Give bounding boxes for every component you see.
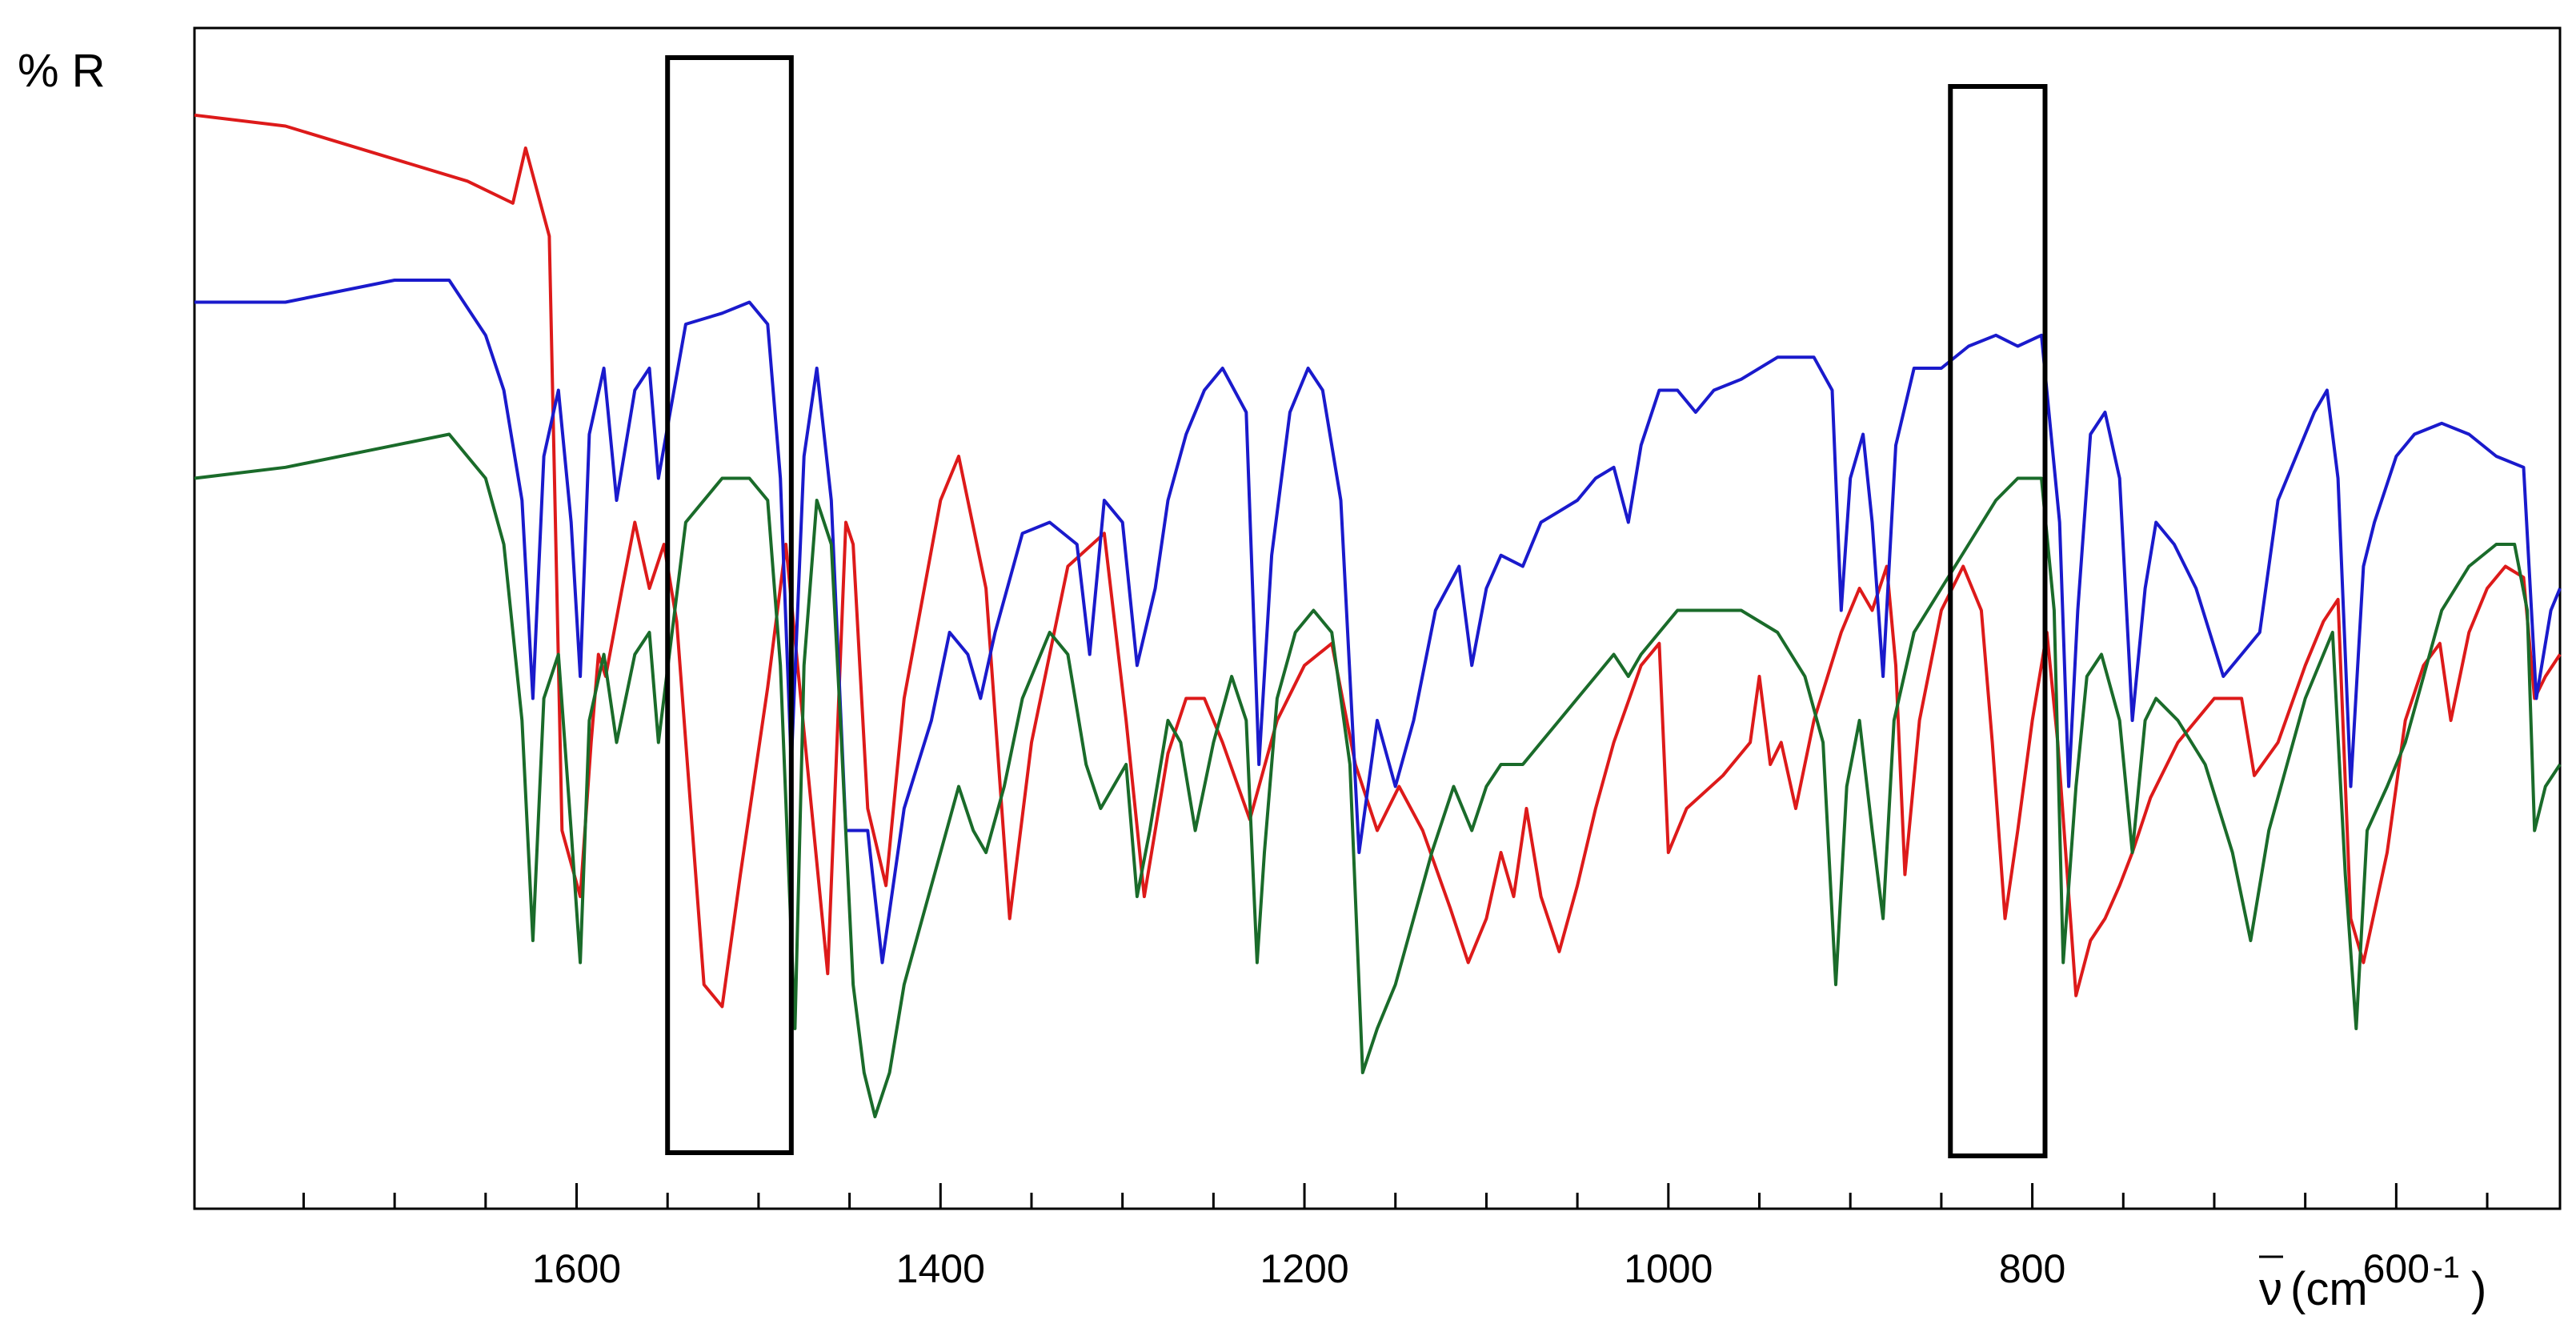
highlight-box-2 bbox=[1948, 84, 2048, 1158]
x-axis-unit-open: (cm bbox=[2290, 1263, 2368, 1315]
x-tick-label: 600 bbox=[2363, 1246, 2430, 1291]
x-axis-symbol: ν bbox=[2259, 1263, 2282, 1315]
highlight-boxes bbox=[665, 55, 2048, 1158]
x-axis-unit-exponent: -1 bbox=[2433, 1251, 2460, 1285]
plot-frame bbox=[193, 26, 2562, 1210]
x-tick-label: 1000 bbox=[1624, 1246, 1713, 1291]
x-tick-label: 1600 bbox=[532, 1246, 621, 1291]
x-axis-unit-close: ) bbox=[2471, 1263, 2486, 1315]
spectrum-line-1 bbox=[194, 113, 2562, 1009]
spectrum-line-2 bbox=[194, 279, 2562, 965]
spectrum-line-3 bbox=[194, 432, 2562, 1118]
x-axis-label: ν (cm -1 ) bbox=[2259, 1251, 2486, 1315]
x-axis-ticks: 1600 1400 1200 1000 800 600 bbox=[302, 1183, 2489, 1291]
y-axis-label: % R bbox=[18, 45, 106, 97]
x-tick-label: 1400 bbox=[896, 1246, 985, 1291]
highlight-box-1 bbox=[665, 55, 794, 1155]
x-tick-label: 1200 bbox=[1260, 1246, 1348, 1291]
x-tick-label: 800 bbox=[1999, 1246, 2065, 1291]
series-layer bbox=[194, 113, 2562, 1118]
